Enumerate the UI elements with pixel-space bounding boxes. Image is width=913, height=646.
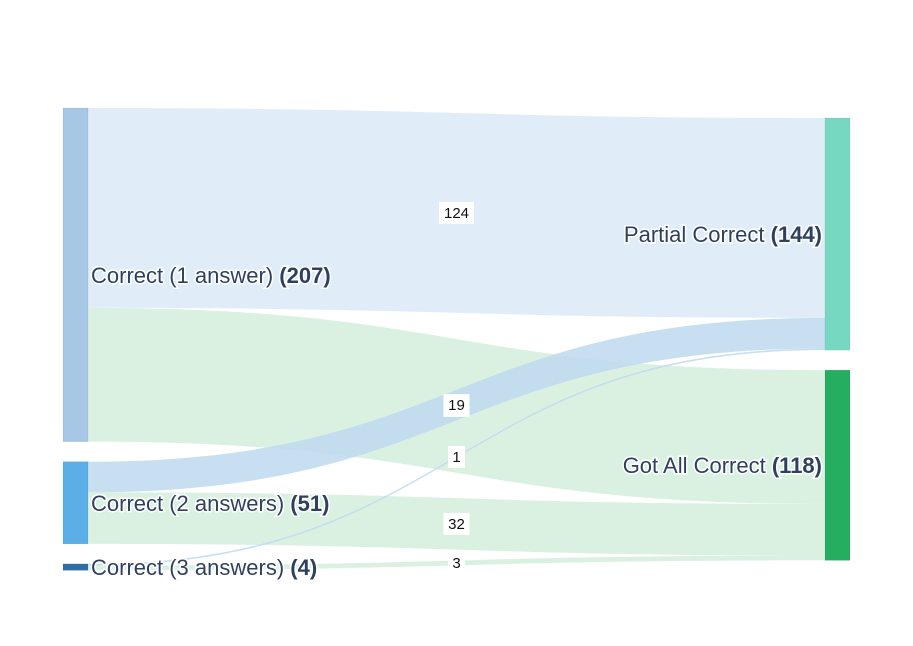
- flow-label-c1-to-pc: 124: [439, 201, 474, 224]
- node-name: Partial Correct: [624, 222, 771, 247]
- node-name: Correct (1 answer): [91, 263, 279, 288]
- node-ga: [824, 369, 851, 561]
- flow-label-c3-to-ga: 3: [448, 551, 465, 574]
- node-name: Correct (3 answers): [91, 555, 290, 580]
- node-label-c1: Correct (1 answer) (207): [91, 263, 331, 288]
- node-name: Correct (2 answers): [91, 491, 290, 516]
- flow-label-c2-to-pc: 19: [443, 394, 470, 417]
- node-count: (51): [290, 491, 329, 516]
- flow-value-label: 124: [444, 205, 469, 222]
- flow-label-background: [443, 394, 470, 417]
- node-count: (207): [279, 263, 330, 288]
- node-count: (118): [772, 453, 822, 478]
- flow-label-background: [443, 512, 470, 535]
- node-name: Got All Correct: [623, 453, 772, 478]
- flow-label-c2-to-ga: 32: [443, 512, 470, 535]
- nodes-layer: [62, 107, 851, 571]
- flow-value-label: 1: [452, 449, 460, 466]
- flow-label-background: [448, 551, 465, 574]
- node-c3: [62, 563, 89, 571]
- node-count: (144): [771, 222, 822, 247]
- labels-layer: 12483193213Correct (1 answer) (207)Corre…: [90, 201, 824, 582]
- node-label-ga: Got All Correct (118): [623, 453, 822, 478]
- node-pc: [824, 117, 851, 351]
- node-c1: [62, 107, 89, 442]
- flow-value-label: 32: [448, 516, 465, 533]
- node-label-c3: Correct (3 answers) (4): [91, 555, 317, 580]
- flow-label-c3-to-pc: 1: [448, 446, 465, 469]
- node-c2: [62, 461, 89, 545]
- flow-label-background: [448, 446, 465, 469]
- flow-value-label: 19: [448, 397, 465, 414]
- flow-label-background: [439, 201, 474, 224]
- flow-value-label: 3: [452, 555, 460, 572]
- node-count: (4): [290, 555, 317, 580]
- node-label-c2: Correct (2 answers) (51): [91, 491, 329, 516]
- node-label-pc: Partial Correct (144): [624, 222, 822, 247]
